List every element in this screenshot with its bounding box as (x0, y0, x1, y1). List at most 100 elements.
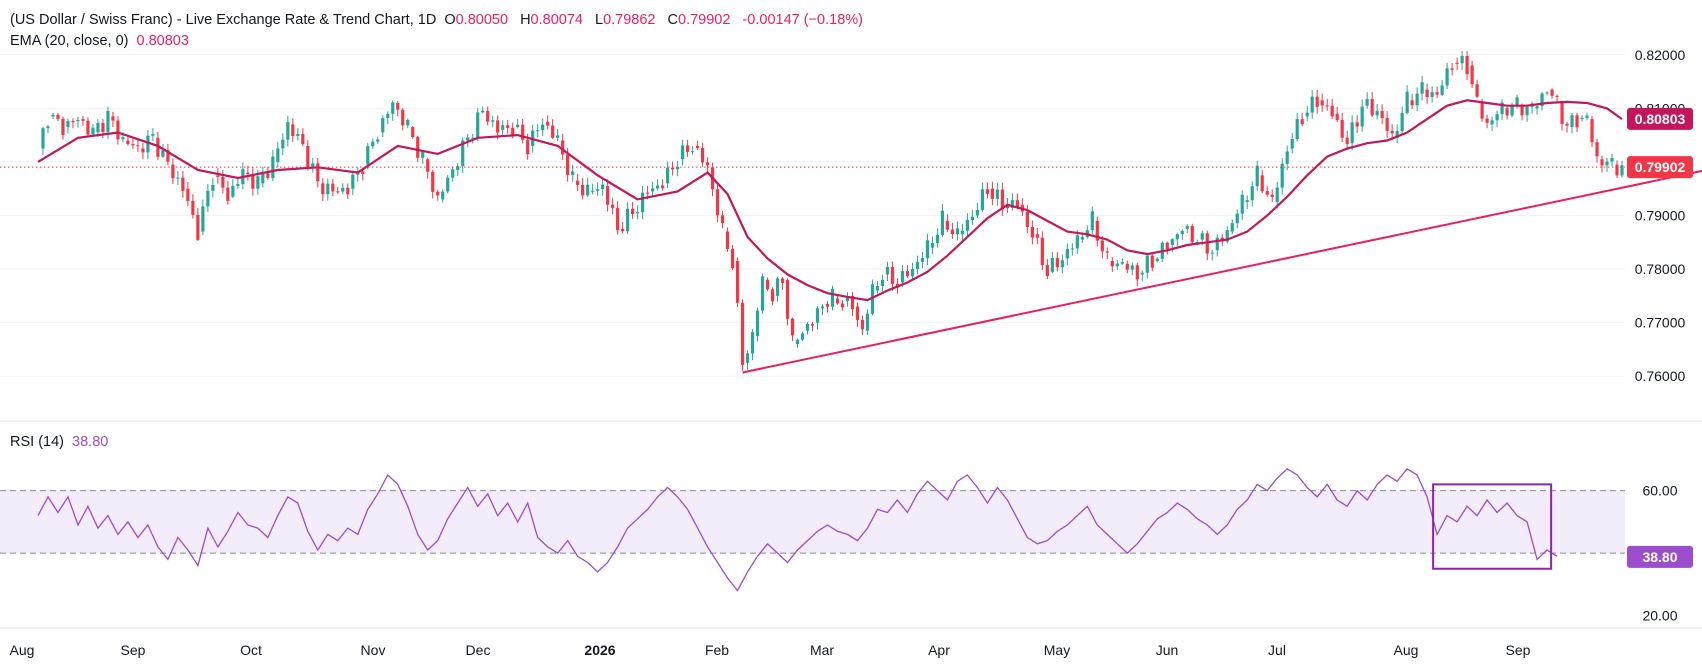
candle-body (680, 145, 685, 160)
candle-body (431, 171, 435, 192)
candle-body (56, 114, 60, 119)
candle-body (536, 130, 540, 132)
ema-label[interactable]: EMA (20, close, 0) (10, 33, 129, 49)
candle-body (1415, 93, 1419, 106)
candle-body (915, 261, 920, 270)
support-trendline[interactable] (742, 167, 1702, 374)
time-axis[interactable]: Aug Sep Oct Nov Dec 2026 Feb Mar Apr May Jun Jul Aug… (10, 642, 1531, 658)
candle-body (311, 163, 315, 168)
candle-body (1130, 265, 1134, 270)
candle-body (466, 137, 470, 141)
ohlc-change: -0.00147 (−0.18%) (742, 12, 863, 28)
candle-body (231, 185, 235, 197)
rsi-box-rect[interactable] (1432, 483, 1553, 570)
candle-body (1425, 89, 1429, 98)
candle-body (1035, 234, 1039, 238)
time-label[interactable]: Feb (705, 642, 729, 658)
candle-body (1550, 89, 1554, 96)
time-label[interactable]: Sep (121, 642, 146, 658)
candle-body (970, 216, 975, 221)
candle-body (855, 306, 860, 320)
candle-body (51, 114, 55, 117)
candle-body (780, 278, 785, 283)
time-label[interactable]: Aug (1394, 642, 1419, 658)
candle-body (601, 184, 605, 190)
candle-body (406, 120, 410, 126)
price-pane[interactable]: 0.820000.810000.800000.790000.780000.770… (0, 47, 1702, 384)
candle-body (755, 310, 760, 337)
candle-body (1505, 108, 1509, 116)
time-label[interactable]: Mar (810, 642, 834, 658)
ema-price-tag: 0.80803 (1627, 107, 1693, 130)
candle-body (1490, 120, 1494, 125)
rsi-value: 38.80 (72, 434, 109, 450)
candle-body (1135, 265, 1139, 280)
rsi-path (37, 467, 1558, 592)
candle-body (1280, 163, 1284, 188)
candle-body (486, 111, 490, 122)
candle-body (621, 228, 625, 232)
candle-body (900, 270, 905, 283)
candle-body (775, 278, 780, 296)
close-price-tag-bg (1627, 156, 1693, 179)
time-label[interactable]: 2026 (584, 642, 615, 658)
candle-body (760, 276, 765, 311)
time-label[interactable]: Jun (1156, 642, 1179, 658)
candle-body (730, 248, 735, 269)
candle-body (636, 212, 640, 214)
time-label[interactable]: Nov (361, 642, 386, 658)
candle-body (800, 333, 805, 340)
candle-body (146, 135, 150, 153)
candle-body (111, 116, 115, 121)
trendline-path[interactable] (742, 167, 1702, 374)
time-label[interactable]: Dec (466, 642, 491, 658)
candle-body (1285, 151, 1289, 164)
candle-body (301, 133, 305, 145)
time-label[interactable]: Sep (1506, 642, 1531, 658)
candle-body (1590, 119, 1594, 143)
time-label[interactable]: Aug (10, 642, 35, 658)
candle-body (651, 188, 655, 192)
time-label[interactable]: Oct (240, 642, 262, 658)
candle-body (451, 169, 455, 178)
time-label[interactable]: May (1044, 642, 1070, 658)
price-axis[interactable]: 0.820000.810000.800000.790000.780000.770… (1627, 47, 1693, 384)
candle-body (341, 187, 345, 192)
candle-body (1015, 200, 1019, 208)
candle-body (1065, 248, 1069, 259)
rsi-highlight-box[interactable] (1432, 483, 1553, 570)
candle-body (1370, 99, 1374, 116)
candle-body (1260, 175, 1264, 192)
candle-body (346, 187, 350, 195)
candle-body (191, 200, 195, 215)
candle-body (1040, 237, 1044, 266)
rsi-value-tag: 38.80 (1627, 545, 1693, 568)
candle-body (586, 184, 590, 196)
time-label[interactable]: Jul (1268, 642, 1286, 658)
candle-body (1295, 119, 1299, 140)
time-label[interactable]: Apr (928, 642, 950, 658)
candle-body (436, 191, 440, 196)
candle-body (1600, 159, 1604, 166)
rsi-label[interactable]: RSI (14) (10, 434, 64, 450)
candle-body (141, 148, 145, 153)
candle-body (920, 258, 925, 262)
symbol-title[interactable]: (US Dollar / Swiss Franc) - Live Exchang… (10, 12, 437, 28)
candle-body (735, 261, 740, 303)
candle-body (411, 127, 415, 137)
candle-body (1405, 91, 1409, 113)
candle-body (945, 220, 950, 230)
rsi-pane[interactable]: 60.00 20.00 38.80 (0, 467, 1693, 624)
candle-body (566, 154, 570, 175)
candle-body (1500, 102, 1504, 115)
candle-body (1115, 263, 1119, 267)
candle-body (221, 176, 225, 188)
candle-body (1475, 84, 1479, 97)
rsi-axis[interactable]: 60.00 20.00 38.80 (1627, 483, 1693, 624)
candle-body (1615, 164, 1619, 176)
candle-body (1225, 230, 1229, 242)
candle-body (1095, 220, 1099, 241)
candle-body (1410, 100, 1414, 106)
candle-body (715, 189, 720, 216)
